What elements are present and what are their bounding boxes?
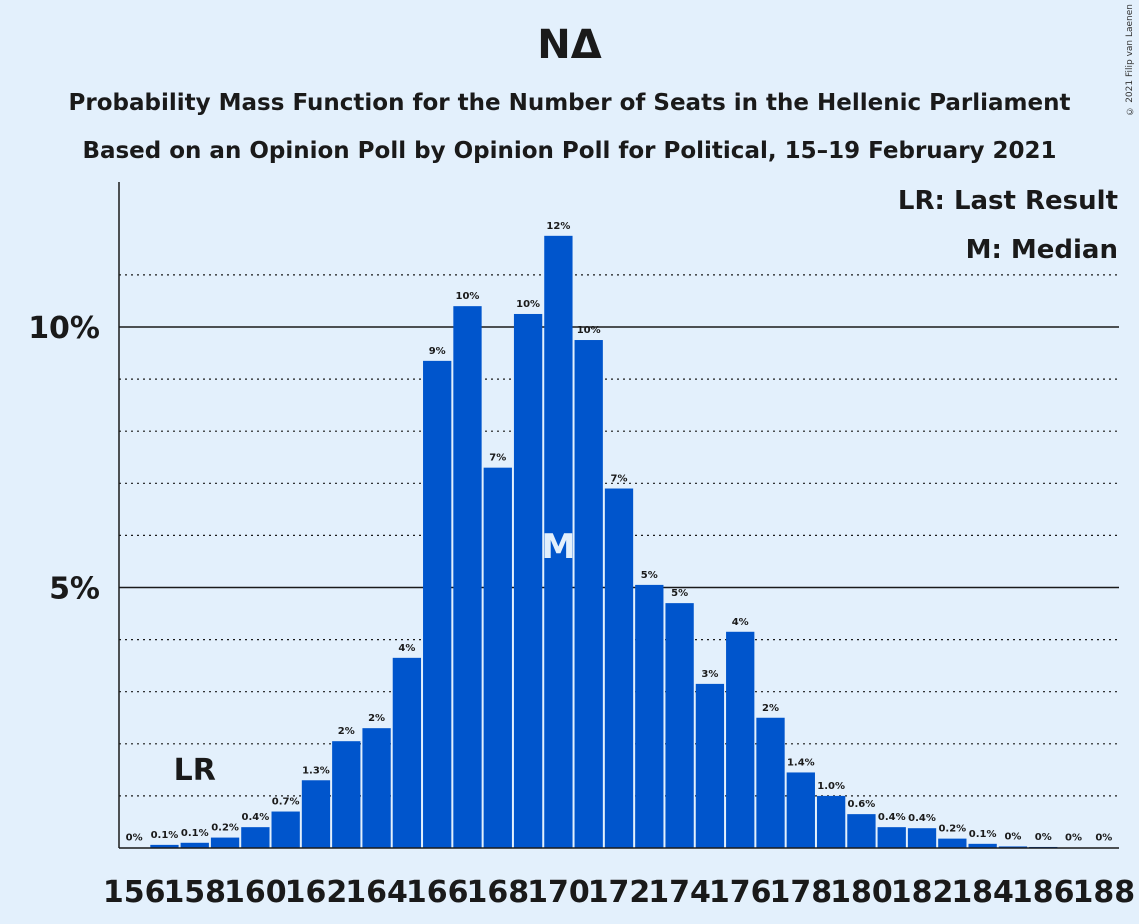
x-tick-label: 170 [527, 875, 590, 910]
bar-seat-162 [301, 780, 331, 848]
bar-seat-173 [635, 584, 664, 848]
x-tick-label: 164 [345, 875, 408, 910]
bar-seat-172 [604, 488, 634, 848]
axes [118, 182, 1119, 849]
data-label-seat-166: 9% [429, 346, 446, 357]
data-label-seat-180: 0.6% [848, 799, 876, 810]
data-label-seat-185: 0% [1004, 831, 1021, 842]
bar-seat-174 [665, 603, 694, 848]
x-tick-label: 188 [1073, 875, 1136, 910]
bar-seat-181 [877, 827, 906, 848]
x-tick-label: 166 [406, 875, 469, 910]
bar-seat-175 [695, 683, 725, 848]
last-result-marker: LR [174, 753, 216, 788]
bars [120, 235, 1118, 849]
legend-last-result: LR: Last Result [898, 186, 1118, 216]
bar-seat-176 [726, 631, 755, 848]
y-tick-label: 5% [49, 572, 100, 607]
markers: LR M [174, 527, 576, 788]
bar-seat-171 [574, 340, 603, 848]
data-label-seat-158: 0.1% [181, 828, 209, 839]
bar-seat-167 [453, 306, 482, 848]
bar-seat-180 [847, 814, 876, 848]
bar-seat-183 [938, 838, 967, 848]
bar-seat-160 [241, 827, 270, 848]
data-label-seat-182: 0.4% [908, 813, 936, 824]
bar-seat-178 [786, 772, 815, 848]
bar-seat-184 [968, 843, 997, 848]
bar-seat-170 [544, 235, 573, 848]
data-label-seat-164: 2% [368, 713, 385, 724]
chart-subtitle-1: Probability Mass Function for the Number… [68, 90, 1071, 116]
data-label-seat-162: 1.3% [302, 765, 330, 776]
data-label-seat-159: 0.2% [211, 823, 239, 834]
bar-seat-185 [998, 846, 1028, 848]
data-label-seat-186: 0% [1035, 832, 1052, 843]
data-label-seat-167: 10% [456, 291, 480, 302]
data-label-seat-175: 3% [701, 669, 718, 680]
data-label-seat-176: 4% [732, 617, 749, 628]
data-label-seat-171: 10% [577, 325, 601, 336]
data-label-seat-184: 0.1% [969, 829, 997, 840]
data-label-seat-183: 0.2% [938, 824, 966, 835]
x-tick-labels: 1561581601621641661681701721741761781801… [103, 875, 1135, 910]
data-label-seat-170: 12% [546, 221, 570, 232]
data-label-seat-187: 0% [1065, 832, 1082, 843]
data-label-seat-160: 0.4% [241, 812, 269, 823]
data-label-seat-157: 0.1% [151, 830, 179, 841]
x-tick-label: 156 [103, 875, 166, 910]
bar-seat-168 [483, 467, 512, 848]
chart-title: NΔ [537, 22, 602, 68]
data-label-seat-163: 2% [338, 726, 355, 737]
data-label-seat-173: 5% [641, 570, 658, 581]
bar-seat-182 [907, 828, 937, 848]
x-tick-label: 178 [770, 875, 833, 910]
bar-seat-177 [756, 717, 785, 848]
median-marker: M [541, 527, 575, 567]
chart-subtitle-2: Based on an Opinion Poll by Opinion Poll… [82, 138, 1057, 164]
x-tick-label: 184 [951, 875, 1014, 910]
bar-seat-161 [271, 811, 300, 848]
y-tick-labels: 5% 10% [28, 311, 100, 607]
x-tick-label: 174 [648, 875, 711, 910]
data-label-seat-181: 0.4% [878, 812, 906, 823]
bar-seat-158 [180, 842, 209, 848]
data-label-seat-172: 7% [611, 474, 628, 485]
data-label-seat-169: 10% [516, 299, 540, 310]
data-label-seat-168: 7% [489, 453, 506, 464]
bar-seat-164 [362, 728, 391, 848]
x-tick-label: 180 [830, 875, 893, 910]
data-label-seat-188: 0% [1095, 832, 1112, 843]
x-tick-label: 172 [588, 875, 651, 910]
bar-seat-165 [392, 657, 422, 848]
legend-median: M: Median [966, 235, 1118, 265]
x-tick-label: 176 [709, 875, 772, 910]
x-tick-label: 182 [891, 875, 954, 910]
bar-seat-163 [332, 741, 361, 848]
data-label-seat-179: 1.0% [817, 781, 845, 792]
bar-seat-166 [423, 360, 452, 848]
bar-seat-169 [513, 313, 543, 849]
x-tick-label: 160 [224, 875, 287, 910]
data-label-seat-174: 5% [671, 588, 688, 599]
bar-seat-179 [816, 795, 846, 848]
data-label-seat-156: 0% [126, 832, 143, 843]
x-tick-label: 158 [163, 875, 226, 910]
x-tick-label: 186 [1012, 875, 1075, 910]
data-label-seat-165: 4% [398, 643, 415, 654]
y-tick-label: 10% [28, 311, 100, 346]
x-tick-label: 168 [466, 875, 529, 910]
data-labels: 0% 0.1% 0.1% 0.2%0.4%0.7%1.3%2%2%4%9%10%7%1… [126, 221, 1113, 844]
bar-seat-157 [150, 844, 179, 848]
x-tick-label: 162 [285, 875, 348, 910]
bar-seat-159 [210, 837, 240, 848]
data-label-seat-178: 1.4% [787, 757, 815, 768]
data-label-seat-177: 2% [762, 703, 779, 714]
data-label-seat-161: 0.7% [272, 797, 300, 808]
